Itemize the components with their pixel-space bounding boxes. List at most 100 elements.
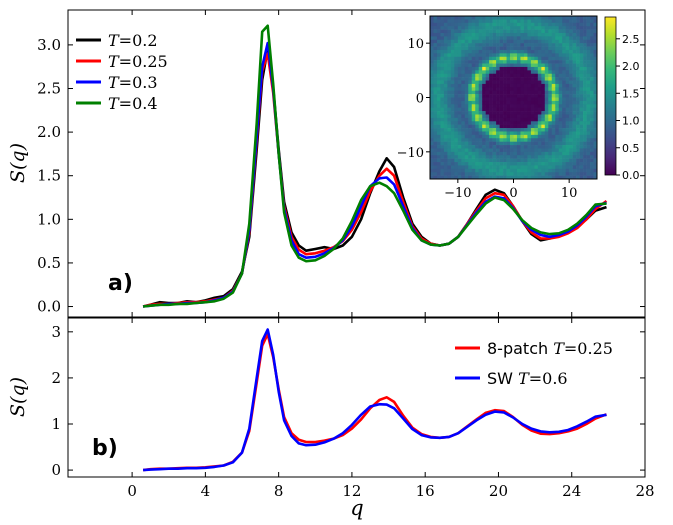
inset-heatmap-cell <box>475 148 480 153</box>
inset-heatmap-cell <box>558 111 563 115</box>
inset-heatmap-cell <box>590 148 594 153</box>
inset-heatmap-cell <box>569 97 573 102</box>
inset-heatmap-cell <box>527 87 532 92</box>
inset-heatmap-cell <box>558 29 563 34</box>
inset-heatmap-cell <box>496 172 500 176</box>
inset-heatmap-cell <box>492 162 497 166</box>
inset-heatmap-cell <box>586 128 591 132</box>
inset-heatmap-cell <box>562 26 566 30</box>
inset-heatmap-cell <box>555 36 560 41</box>
inset-heatmap-cell <box>593 32 598 37</box>
inset-heatmap-cell <box>555 70 560 75</box>
inset-heatmap-cell <box>492 70 497 75</box>
inset-heatmap-cell <box>590 97 594 102</box>
inset-heatmap-cell <box>457 145 462 149</box>
inset-heatmap-cell <box>489 114 493 119</box>
inset-xtick-label: −10 <box>444 186 471 201</box>
inset-heatmap-cell <box>548 26 553 30</box>
inset-heatmap-cell <box>433 16 438 20</box>
inset-heatmap-cell <box>530 83 535 88</box>
inset-heatmap-cell <box>530 148 535 153</box>
inset-heatmap-cell <box>503 73 507 78</box>
inset-heatmap-cell <box>537 19 542 24</box>
inset-heatmap-cell <box>447 66 452 71</box>
inset-heatmap-cell <box>496 162 500 166</box>
inset-heatmap-cell <box>489 87 493 92</box>
inset-heatmap-cell <box>527 100 532 105</box>
panel-a-series-line-3 <box>142 24 607 308</box>
inset-heatmap-cell <box>572 80 577 85</box>
inset-heatmap-cell <box>485 56 490 61</box>
inset-heatmap-cell <box>499 43 504 47</box>
inset-heatmap-cell <box>593 131 598 136</box>
inset-heatmap-cell <box>461 172 466 176</box>
inset-heatmap-cell <box>520 90 525 95</box>
inset-heatmap-cell <box>565 104 570 108</box>
inset-heatmap-cell <box>593 117 598 122</box>
inset-heatmap-cell <box>565 32 570 37</box>
inset-heatmap-cell <box>440 60 445 64</box>
inset-heatmap-cell <box>468 22 473 27</box>
inset-heatmap-cell <box>551 124 556 129</box>
inset-heatmap-cell <box>489 22 493 27</box>
inset-heatmap-cell <box>492 114 497 119</box>
inset-heatmap-cell <box>513 83 518 88</box>
inset-heatmap-cell <box>537 53 542 58</box>
inset-heatmap-cell <box>576 66 580 71</box>
inset-heatmap-cell <box>443 19 448 24</box>
inset-heatmap-cell <box>534 172 539 176</box>
inset-heatmap-cell <box>562 100 566 105</box>
inset-heatmap-cell <box>590 168 594 173</box>
inset-heatmap-cell <box>503 32 507 37</box>
inset-heatmap-cell <box>579 165 584 170</box>
inset-heatmap-cell <box>464 77 469 81</box>
inset-heatmap-cell <box>468 107 473 112</box>
inset-heatmap-cell <box>516 141 521 146</box>
inset-heatmap-cell <box>527 97 532 102</box>
inset-heatmap-cell <box>503 60 507 64</box>
inset-heatmap-cell <box>541 73 546 78</box>
inset-heatmap-cell <box>583 36 587 41</box>
inset-heatmap-cell <box>468 94 473 98</box>
inset-heatmap-cell <box>471 141 476 146</box>
inset-heatmap-cell <box>513 22 518 27</box>
inset-heatmap-cell <box>576 124 580 129</box>
inset-heatmap-cell <box>464 162 469 166</box>
inset-heatmap-cell <box>569 104 573 108</box>
inset-heatmap-cell <box>551 168 556 173</box>
inset-heatmap-cell <box>471 155 476 159</box>
inset-heatmap-cell <box>464 158 469 163</box>
inset-heatmap-cell <box>593 138 598 142</box>
inset-heatmap-cell <box>534 141 539 146</box>
inset-heatmap-cell <box>482 66 486 71</box>
inset-heatmap-cell <box>520 36 525 41</box>
inset-heatmap-cell <box>527 141 532 146</box>
inset-heatmap-cell <box>530 39 535 44</box>
inset-heatmap-cell <box>558 158 563 163</box>
inset-heatmap-cell <box>506 107 511 112</box>
inset-heatmap-cell <box>562 162 566 166</box>
inset-heatmap-cell <box>548 141 553 146</box>
inset-heatmap-cell <box>523 60 528 64</box>
inset-heatmap-cell <box>516 29 521 34</box>
inset-heatmap-cell <box>478 145 483 149</box>
inset-heatmap-cell <box>471 97 476 102</box>
inset-heatmap-cell <box>471 134 476 139</box>
inset-heatmap-cell <box>506 114 511 119</box>
inset-heatmap-cell <box>586 29 591 34</box>
inset-heatmap-cell <box>586 43 591 47</box>
inset-heatmap-cell <box>433 60 438 64</box>
inset-heatmap-cell <box>562 117 566 122</box>
inset-heatmap-cell <box>523 128 528 132</box>
inset-heatmap-cell <box>478 97 483 102</box>
panel-b-frame <box>67 317 646 478</box>
inset-heatmap-cell <box>513 162 518 166</box>
inset-heatmap-cell <box>450 111 455 115</box>
inset-heatmap-cell <box>565 131 570 136</box>
inset-heatmap-cell <box>475 36 480 41</box>
inset-heatmap-cell <box>461 165 466 170</box>
inset-heatmap-cell <box>534 66 539 71</box>
inset-heatmap-cell <box>586 83 591 88</box>
inset-heatmap-cell <box>551 138 556 142</box>
